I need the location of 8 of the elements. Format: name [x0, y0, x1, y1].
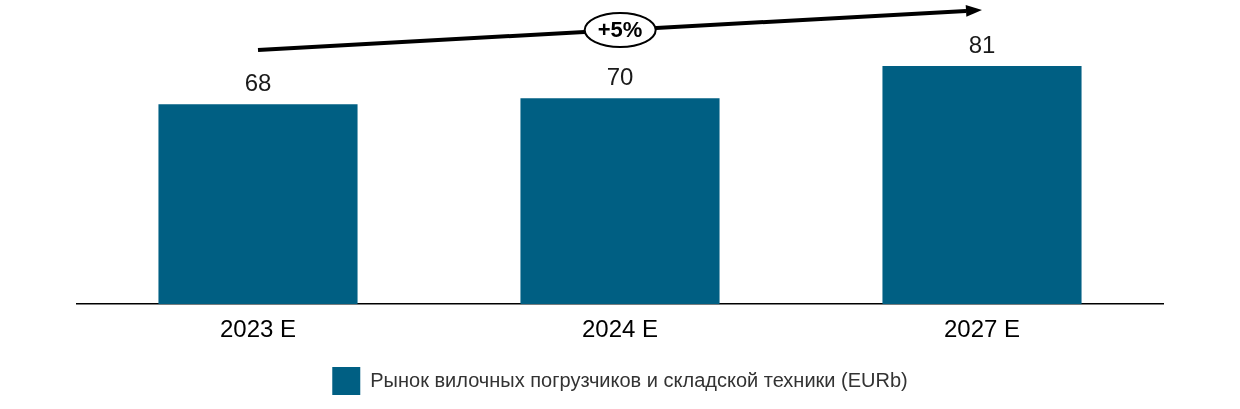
- annotation: +5%: [583, 12, 657, 48]
- data-label: 81: [968, 30, 996, 58]
- x-tick-label: 2023 E: [219, 315, 297, 343]
- data-label: 68: [244, 68, 272, 96]
- legend-label: Рынок вилочных погрузчиков и складской техники (EURb): [370, 368, 908, 391]
- x-tick-label: 2027 E: [943, 315, 1021, 343]
- x-tick-label: 2024 E: [581, 315, 659, 343]
- data-label: 70: [606, 62, 634, 90]
